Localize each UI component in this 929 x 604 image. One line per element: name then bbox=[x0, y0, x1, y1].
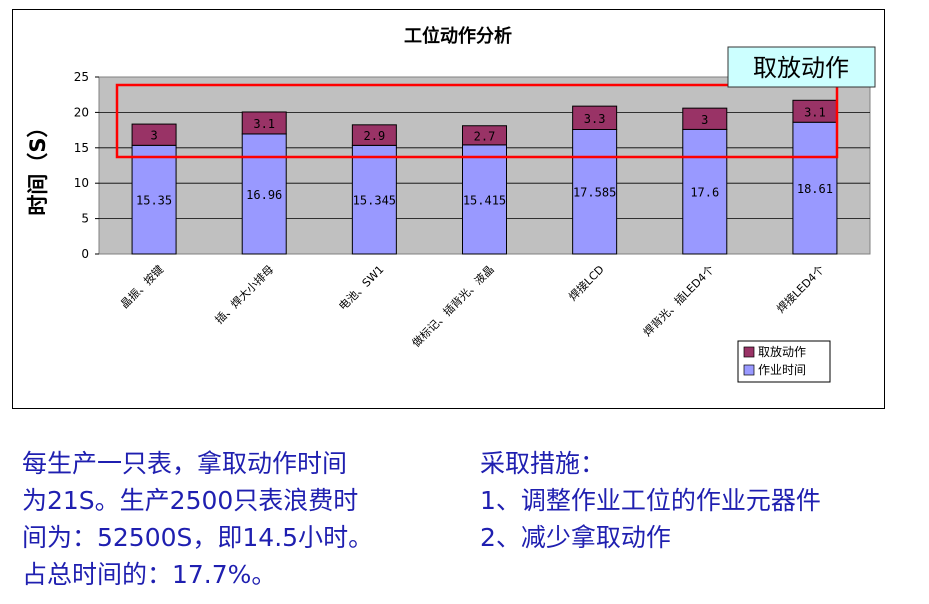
y-tick-labels: 0 5 10 15 20 25 bbox=[74, 70, 89, 261]
data-label-取放动作-2: 3.1 bbox=[253, 117, 275, 131]
annotation-highlight-box bbox=[115, 83, 839, 159]
annotation-callout-box bbox=[727, 46, 876, 88]
y-tick-label: 10 bbox=[74, 176, 89, 190]
bar-作业时间-1 bbox=[131, 144, 177, 255]
chart-frame: 15.35 3 16.96 3.1 15.345 2.9 15.415 2.7 17.585 3.… bbox=[12, 9, 885, 409]
y-tick-label: 20 bbox=[74, 105, 89, 119]
x-tick-label-3: 电池、SW1 bbox=[336, 263, 386, 313]
data-label-取放动作-3: 2.9 bbox=[364, 129, 386, 143]
bar-作业时间-7 bbox=[792, 121, 838, 255]
data-label-取放动作-4: 2.7 bbox=[474, 129, 496, 143]
legend-label-作业时间: 作业时间 bbox=[758, 363, 806, 377]
data-label-取放动作-5: 3.3 bbox=[584, 112, 606, 126]
x-tick-label-7: 焊接LED4个 bbox=[774, 262, 827, 315]
data-label-作业时间-5: 17.585 bbox=[573, 186, 616, 200]
bar-作业时间-3 bbox=[351, 144, 397, 255]
x-tick-label-6: 焊背光、插LED4个 bbox=[640, 262, 717, 339]
data-label-作业时间-3: 15.345 bbox=[353, 194, 396, 208]
legend: 取放动作 作业时间 bbox=[737, 340, 831, 383]
y-tick-label: 15 bbox=[74, 141, 89, 155]
data-label-取放动作-7: 3.1 bbox=[804, 105, 826, 119]
y-tick-label: 25 bbox=[74, 70, 89, 84]
y-tick-label: 0 bbox=[81, 247, 89, 261]
x-tick-label-1: 晶振、按键 bbox=[117, 262, 166, 311]
data-label-取放动作-1: 3 bbox=[150, 129, 157, 143]
y-axis-label: 时间（S） bbox=[26, 116, 50, 215]
bar-作业时间-4 bbox=[462, 144, 507, 255]
data-label-作业时间-6: 17.6 bbox=[690, 186, 719, 200]
bar-取放动作-3 bbox=[351, 124, 397, 146]
data-label-作业时间-2: 16.96 bbox=[246, 188, 282, 202]
y-tick-label: 5 bbox=[81, 212, 89, 226]
note-left-line-4: 占总时间的：17.7%。 bbox=[22, 560, 277, 589]
note-countermeasures: 采取措施： 1、调整作业工位的作业元器件 2、减少拿取动作 bbox=[480, 445, 821, 556]
note-left-line-2: 为21S。生产2500只表浪费时 bbox=[22, 486, 359, 515]
chart-title: 工位动作分析 bbox=[404, 25, 512, 47]
note-right-line-3: 2、减少拿取动作 bbox=[480, 523, 671, 552]
legend-swatch-作业时间 bbox=[743, 364, 755, 376]
note-right-line-1: 采取措施： bbox=[480, 449, 606, 478]
note-left-line-1: 每生产一只表，拿取动作时间 bbox=[22, 449, 348, 478]
x-tick-label-4: 做标记、插背光、液晶 bbox=[409, 262, 497, 350]
note-waste-summary: 每生产一只表，拿取动作时间 为21S。生产2500只表浪费时 间为：52500S… bbox=[22, 445, 373, 593]
x-tick-label-5: 焊接LCD bbox=[566, 262, 607, 303]
chart-svg: 15.35 3 16.96 3.1 15.345 2.9 15.415 2.7 17.585 3.… bbox=[26, 25, 876, 383]
legend-label-取放动作: 取放动作 bbox=[758, 344, 806, 359]
data-label-作业时间-1: 15.35 bbox=[136, 194, 172, 208]
bar-取放动作-1 bbox=[131, 123, 177, 146]
x-tick-label-2: 插、焊大小排母 bbox=[212, 262, 276, 326]
bar-取放动作-4 bbox=[462, 125, 507, 146]
legend-swatch-取放动作 bbox=[743, 346, 755, 358]
bar-作业时间-6 bbox=[682, 128, 728, 255]
bars bbox=[131, 99, 838, 255]
bar-取放动作-2 bbox=[241, 111, 287, 135]
bar-作业时间-2 bbox=[241, 133, 287, 255]
bar-取放动作-6 bbox=[682, 107, 728, 130]
note-right-line-2: 1、调整作业工位的作业元器件 bbox=[480, 486, 821, 515]
note-left-line-3: 间为：52500S，即14.5小时。 bbox=[22, 523, 374, 552]
data-label-取放动作-6: 3 bbox=[701, 113, 708, 127]
bar-作业时间-5 bbox=[572, 128, 618, 255]
x-tick-labels: 晶振、按键 插、焊大小排母 电池、SW1 做标记、插背光、液晶 焊接LCD 焊背光、插LE… bbox=[117, 262, 827, 350]
data-label-作业时间-7: 18.61 bbox=[797, 182, 833, 196]
bar-取放动作-5 bbox=[572, 105, 618, 130]
data-labels: 15.35 3 16.96 3.1 15.345 2.9 15.415 2.7 17.585 3.… bbox=[136, 105, 833, 207]
data-label-作业时间-4: 15.415 bbox=[463, 193, 506, 207]
annotation-callout-text: 取放动作 bbox=[753, 54, 849, 82]
